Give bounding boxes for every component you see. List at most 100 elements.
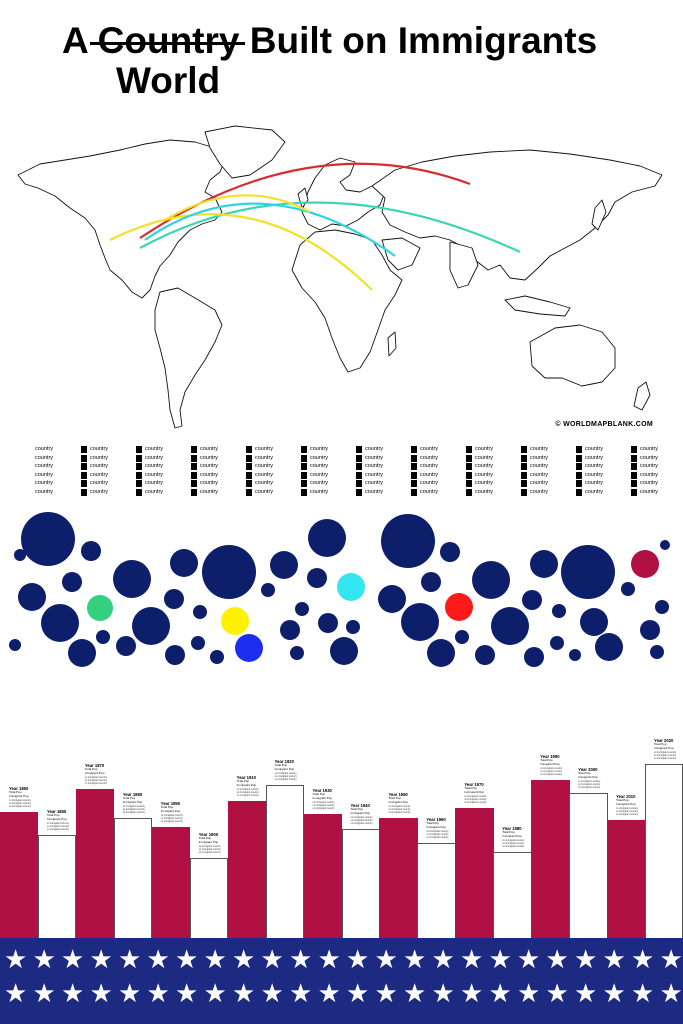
year-label: Year 1880 [122, 792, 143, 797]
legend-swatch [466, 463, 472, 471]
legend-item: country [356, 446, 417, 455]
legend-item: country [26, 471, 87, 481]
year-bar-label: Year 2000 Total Pop Immigrant Pop xx immigr… [578, 767, 618, 789]
legend-item: country [631, 446, 683, 455]
legend-swatch [191, 454, 197, 462]
star-icon: ★ [203, 978, 227, 1008]
star-icon: ★ [403, 978, 427, 1008]
year-bar-label: Year 1850 Total Pop Immigrant Pop xx immigr… [9, 786, 49, 808]
star-icon: ★ [574, 978, 598, 1008]
legend-label: country [310, 480, 329, 487]
year-bar [0, 812, 39, 940]
legend-swatch [136, 454, 142, 462]
legend-label: country [640, 446, 659, 452]
legend-label: country [365, 463, 384, 470]
legend-swatch [356, 463, 362, 471]
legend-swatch [466, 480, 472, 488]
stat-label: Immigrant Pop [464, 789, 484, 794]
stat-label: Immigrant Pop [426, 824, 446, 829]
legend-item: country [631, 472, 683, 481]
legend-swatch [576, 446, 582, 453]
stat-label: Total Pop [464, 786, 477, 790]
stat-label: Immigrant Pop [46, 816, 67, 821]
legend-label: country [90, 480, 109, 487]
stat-label: Total Pop [312, 792, 326, 796]
legend-label: country [640, 480, 659, 487]
year-bar [645, 764, 683, 940]
year-label: Year 1940 [350, 803, 370, 808]
country-bubble [9, 639, 21, 651]
legend-item: country [411, 454, 472, 464]
year-label: Year 1850 [9, 786, 29, 791]
legend-swatch [521, 488, 527, 496]
legend-item: country [191, 488, 252, 498]
stat-footnote: xx immigrant country [122, 807, 145, 811]
legend-item: country [576, 463, 637, 472]
legend-item: country [81, 446, 142, 455]
title-line-1: A Country Built on Immigrants [62, 20, 597, 62]
legend-item: country [136, 488, 197, 498]
south-america-outline [154, 287, 223, 429]
stat-footnote: xx immigrant country [540, 769, 563, 773]
legend-label: country [365, 488, 384, 495]
legend-label: country [365, 480, 384, 487]
legend-swatch [356, 480, 362, 488]
stat-label: Total Pop [274, 763, 288, 767]
legend-label: country [90, 471, 109, 478]
legend-label: country [200, 488, 219, 495]
legend-item: country [411, 480, 472, 489]
stat-footnote: xx immigrant country [312, 806, 335, 810]
star-icon: ★ [317, 978, 341, 1008]
stat-footnote: xx immigrant country [198, 844, 221, 848]
legend-item: country [191, 471, 252, 481]
legend-swatch [191, 488, 197, 496]
star-icon: ★ [317, 944, 341, 974]
migration-route-2 [139, 201, 521, 253]
stat-footnote: xx immigrant country [236, 787, 259, 791]
migration-route-3 [109, 213, 373, 291]
country-bubble [569, 649, 581, 661]
legend-label: country [90, 454, 109, 461]
year-label: Year 2020 [654, 738, 674, 743]
stat-label: Immigrant Pop [84, 770, 105, 775]
legend-column: country country country country country count… [356, 446, 417, 498]
stat-footnote: xx immigrant country [198, 847, 221, 851]
legend-item: country [411, 471, 472, 481]
legend-label: country [255, 463, 274, 470]
star-icon: ★ [89, 944, 113, 974]
legend-swatch [191, 480, 197, 488]
stat-footnote: xx immigrant country [9, 798, 32, 802]
legend-item: country [576, 480, 637, 489]
legend-label: country [90, 463, 109, 470]
legend-item: country [631, 463, 683, 472]
legend-label: country [640, 488, 659, 495]
star-icon: ★ [61, 978, 85, 1008]
year-label: Year 1890 [160, 801, 181, 806]
country-bubble [81, 541, 101, 561]
legend-label: country [35, 471, 54, 478]
legend-item: country [466, 471, 527, 481]
year-label: Year 1990 [540, 754, 560, 759]
country-bubble [191, 636, 205, 650]
stat-footnote: xx immigrant country [312, 800, 335, 804]
country-bubble [270, 551, 298, 579]
legend-item: country [246, 480, 307, 489]
star-icon: ★ [659, 978, 683, 1008]
legend-swatch [521, 446, 527, 453]
year-bar [75, 789, 115, 940]
legend-swatch [246, 471, 252, 479]
country-bubble [193, 605, 207, 619]
poster-title: A Country Built on Immigrants World [0, 16, 683, 106]
star-icon: ★ [260, 978, 284, 1008]
stat-footnote: xx immigrant country [502, 841, 525, 845]
year-bar [113, 818, 153, 940]
country-bubble [165, 645, 185, 665]
legend-swatch [411, 480, 417, 488]
star-icon: ★ [374, 978, 398, 1008]
legend-item: country [466, 480, 527, 489]
legend-swatch [521, 471, 527, 479]
legend-label: country [530, 463, 549, 470]
stat-label: Immigrant Pop [274, 766, 295, 771]
legend-item: country [576, 471, 637, 481]
legend-swatch [466, 446, 472, 453]
